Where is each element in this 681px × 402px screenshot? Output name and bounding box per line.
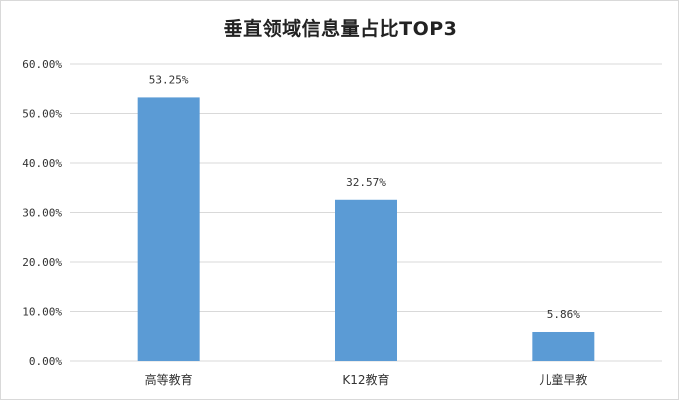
x-tick-label: 高等教育 [145, 372, 193, 387]
y-tick-label: 50.00% [22, 108, 62, 121]
y-tick-label: 60.00% [22, 58, 62, 71]
y-tick-label: 40.00% [22, 157, 62, 170]
x-tick-label: K12教育 [342, 372, 389, 387]
data-label: 5.86% [547, 308, 580, 321]
y-tick-label: 30.00% [22, 207, 62, 220]
y-tick-label: 20.00% [22, 256, 62, 269]
bar [532, 331, 595, 361]
y-tick-label: 10.00% [22, 306, 62, 319]
data-label: 32.57% [346, 176, 386, 189]
data-label: 53.25% [149, 73, 189, 86]
y-tick-label: 0.00% [29, 355, 62, 368]
bar [137, 97, 200, 361]
chart-title: 垂直领域信息量占比TOP3 [223, 18, 458, 40]
bar [335, 199, 397, 361]
x-tick-label: 儿童早教 [539, 372, 587, 387]
